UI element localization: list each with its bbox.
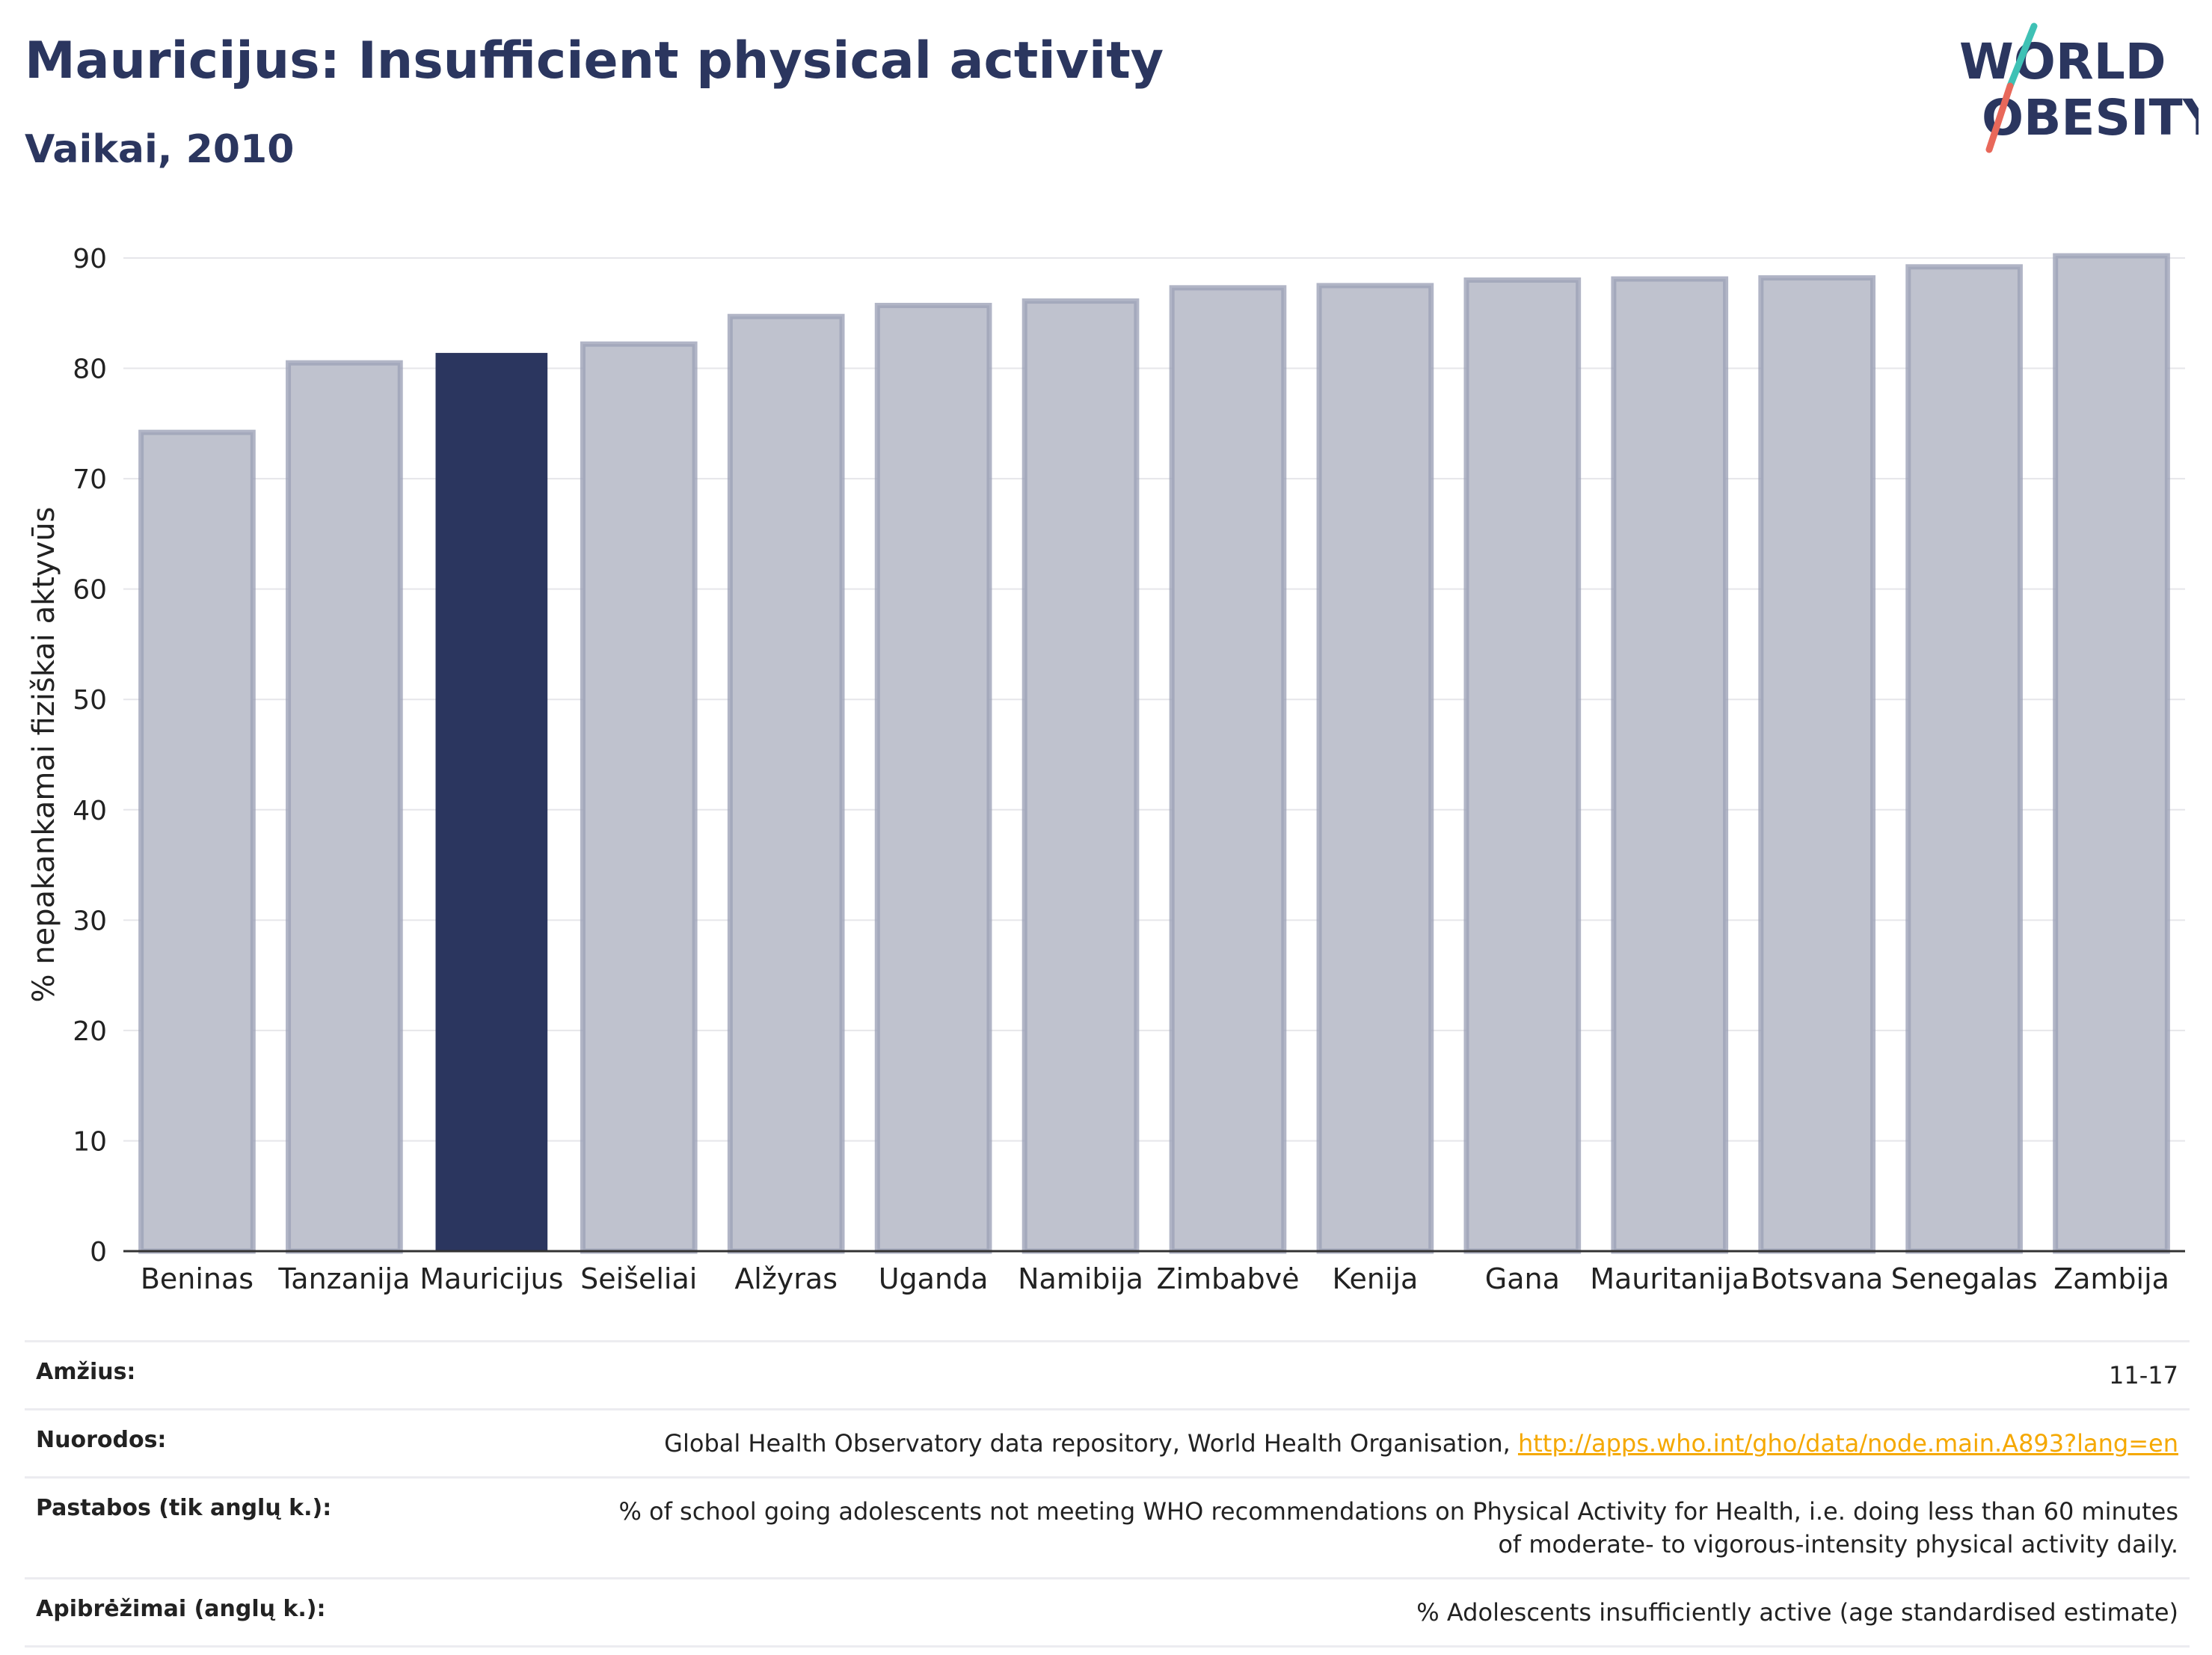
bar-alžyras bbox=[727, 313, 845, 1254]
bar-zimbabvė bbox=[1169, 285, 1287, 1254]
bar-uganda bbox=[874, 302, 992, 1254]
bar-namibija bbox=[1021, 298, 1140, 1254]
source-link[interactable]: http://apps.who.int/gho/data/node.main.A… bbox=[1517, 1429, 2178, 1458]
bar-mauricijus bbox=[435, 352, 548, 1252]
x-tick-label: Seišeliai bbox=[580, 1262, 697, 1295]
y-tick-label: 90 bbox=[73, 244, 107, 274]
y-tick-label: 40 bbox=[73, 796, 107, 826]
bar-chart-svg: 0 10 20 30 40 50 60 70 80 90 Beninas Tanzanija Mauri… bbox=[27, 244, 2185, 1295]
meta-row-age: Amžius: 11-17 bbox=[25, 1340, 2190, 1408]
x-tick-label: Botsvana bbox=[1751, 1262, 1883, 1295]
x-tick-label: Beninas bbox=[141, 1262, 254, 1295]
meta-label: Nuorodos: bbox=[36, 1427, 167, 1453]
bar-tanzanija bbox=[286, 360, 403, 1254]
bar-senegalas bbox=[1905, 264, 2023, 1254]
svg-text:OBESITY: OBESITY bbox=[1982, 89, 2199, 147]
bar-gana bbox=[1463, 277, 1582, 1254]
bar-botsvana bbox=[1758, 275, 1876, 1254]
world-obesity-logo: WORLD OBESITY bbox=[1959, 22, 2212, 157]
y-tick-label: 0 bbox=[90, 1237, 107, 1268]
bar-chart: 0 10 20 30 40 50 60 70 80 90 Beninas Tanzanija Mauri… bbox=[0, 209, 2212, 1309]
x-tick-label: Gana bbox=[1485, 1262, 1560, 1295]
y-tick-label: 10 bbox=[73, 1126, 107, 1157]
metadata-table: Amžius: 11-17 Nuorodos: Global Health Ob… bbox=[25, 1340, 2190, 1648]
meta-label: Pastabos (tik anglų k.): bbox=[36, 1495, 332, 1521]
y-tick-label: 30 bbox=[73, 906, 107, 936]
page-subtitle: Vaikai, 2010 bbox=[25, 127, 295, 172]
x-tick-label: Alžyras bbox=[734, 1262, 838, 1295]
meta-label: Amžius: bbox=[36, 1359, 136, 1385]
bar-zambija bbox=[2053, 253, 2170, 1254]
y-tick-label: 80 bbox=[73, 354, 107, 385]
x-tick-label: Zimbabvė bbox=[1156, 1262, 1299, 1295]
x-tick-label: Uganda bbox=[879, 1262, 989, 1295]
x-tick-label: Kenija bbox=[1332, 1262, 1418, 1295]
y-tick-label: 60 bbox=[73, 575, 107, 606]
x-tick-label: Mauricijus bbox=[420, 1262, 563, 1295]
bar-seišeliai bbox=[580, 341, 698, 1254]
meta-value: % of school going adolescents not meetin… bbox=[618, 1497, 2178, 1559]
meta-row-sources: Nuorodos: Global Health Observatory data… bbox=[25, 1408, 2190, 1476]
y-axis-label: % nepakankamai fiziškai aktyvūs bbox=[27, 506, 61, 1002]
bar-beninas bbox=[138, 429, 256, 1254]
y-tick-label: 70 bbox=[73, 464, 107, 495]
meta-value: % Adolescents insufficiently active (age… bbox=[1416, 1598, 2178, 1627]
meta-value: 11-17 bbox=[2109, 1361, 2178, 1390]
x-tick-label: Senegalas bbox=[1891, 1262, 2038, 1295]
source-text: Global Health Observatory data repositor… bbox=[664, 1429, 1518, 1458]
bar-mauritanija bbox=[1611, 276, 1729, 1254]
y-tick-label: 20 bbox=[73, 1016, 107, 1047]
x-tick-label: Zambija bbox=[2053, 1262, 2169, 1295]
x-tick-label: Namibija bbox=[1018, 1262, 1143, 1295]
bar-kenija bbox=[1316, 283, 1434, 1254]
page-title: Mauricijus: Insufficient physical activi… bbox=[25, 31, 1164, 90]
meta-row-definitions: Apibrėžimai (anglų k.): % Adolescents in… bbox=[25, 1577, 2190, 1648]
x-tick-label: Mauritanija bbox=[1590, 1262, 1749, 1295]
meta-label: Apibrėžimai (anglų k.): bbox=[36, 1596, 326, 1622]
meta-value: Global Health Observatory data repositor… bbox=[664, 1427, 2178, 1460]
svg-text:WORLD: WORLD bbox=[1959, 33, 2166, 90]
x-tick-label: Tanzanija bbox=[277, 1262, 410, 1295]
y-tick-label: 50 bbox=[73, 685, 107, 716]
meta-row-notes: Pastabos (tik anglų k.): % of school goi… bbox=[25, 1476, 2190, 1577]
